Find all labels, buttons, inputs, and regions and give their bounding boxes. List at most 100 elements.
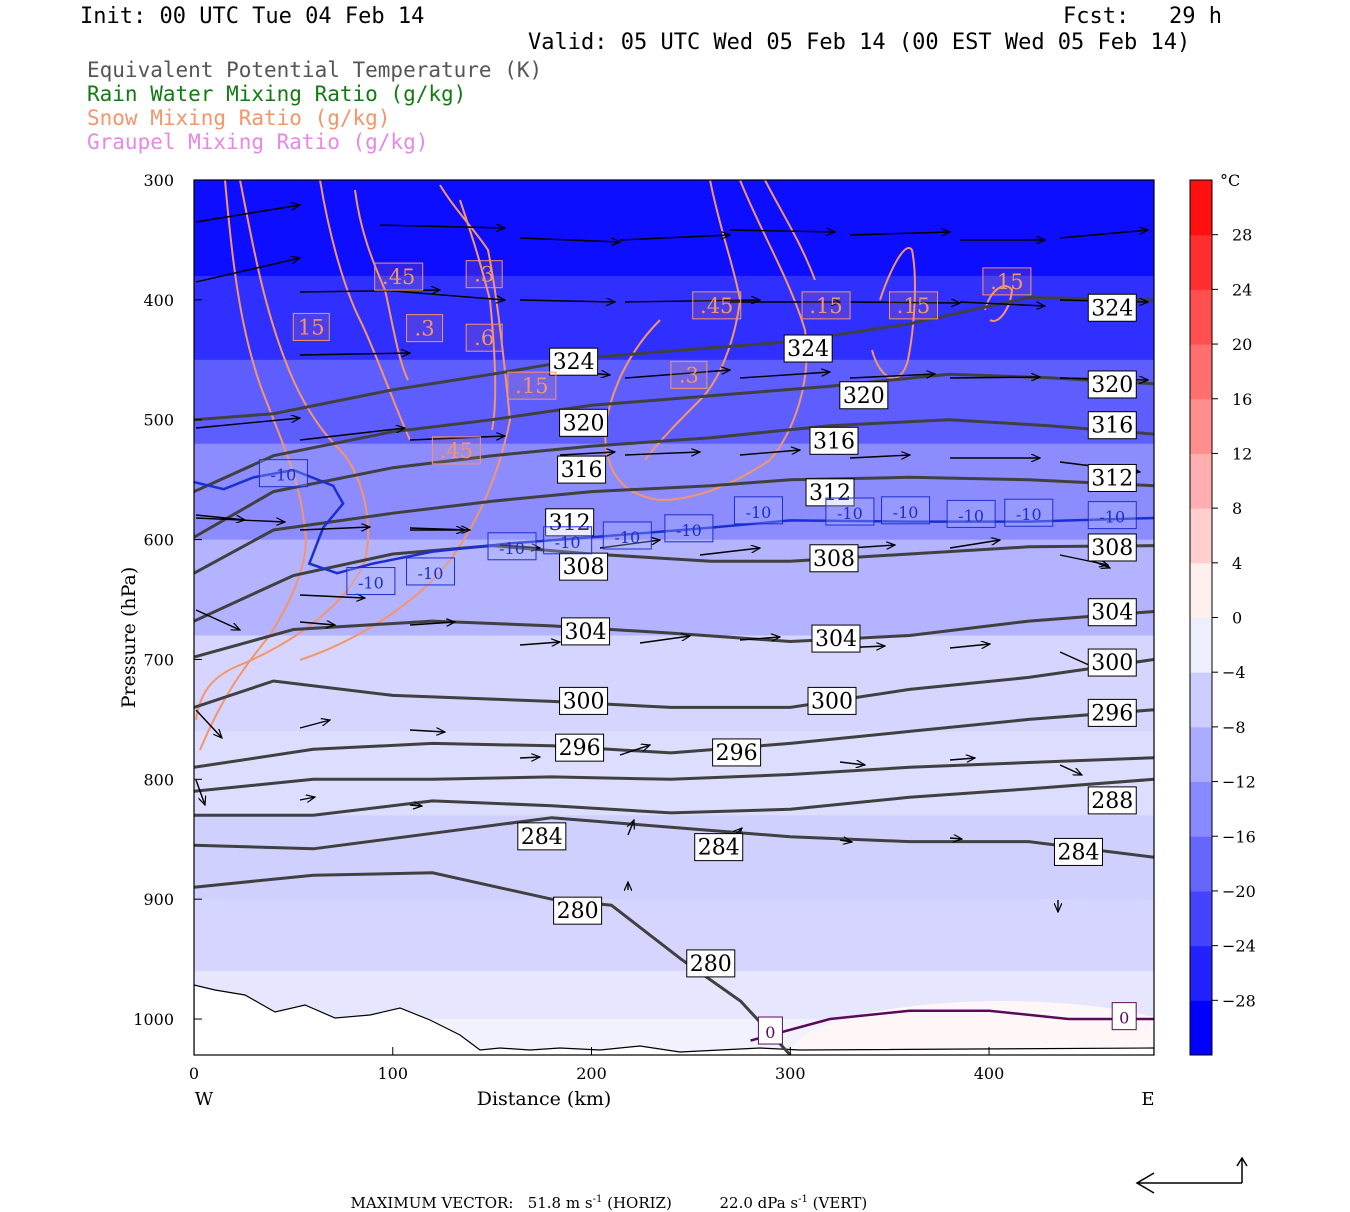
svg-text:.15: .15 — [515, 374, 548, 398]
theta-e-label: 324 — [783, 334, 833, 363]
colorbar-segment — [1190, 344, 1212, 400]
svg-text:308: 308 — [813, 547, 855, 572]
temperature-band — [194, 635, 1154, 733]
snow-mixing-ratio-label: .45 — [692, 291, 742, 320]
temperature-band — [194, 539, 1154, 637]
colorbar-segment — [1190, 781, 1212, 837]
temperature-band — [194, 899, 1154, 973]
isotherm-label: -10 — [406, 557, 456, 586]
snow-mixing-ratio-label: .15 — [507, 371, 557, 400]
svg-text:304: 304 — [565, 620, 607, 645]
isotherm-label: -10 — [258, 459, 308, 488]
colorbar-tick-label: 16 — [1232, 390, 1252, 409]
isotherm-label: -10 — [487, 532, 537, 561]
colorbar-tick-label: 20 — [1232, 335, 1252, 354]
wind-vector — [849, 374, 935, 379]
snow-mixing-ratio-contour — [299, 184, 512, 661]
wind-vector — [409, 805, 422, 806]
wind-vector — [409, 730, 445, 732]
theta-e-label: 296 — [555, 733, 605, 762]
wind-vector — [409, 436, 505, 441]
snow-mixing-ratio-label: .45 — [431, 436, 481, 465]
wind-vector — [619, 745, 650, 756]
forecast-hour: Fcst: 29 h — [1063, 4, 1222, 29]
colorbar-segment — [1190, 562, 1212, 618]
svg-text:-10: -10 — [1099, 508, 1125, 527]
snow-mixing-ratio-contour — [195, 180, 370, 721]
colorbar-segment — [1190, 1000, 1212, 1056]
svg-text:300: 300 — [811, 689, 853, 714]
svg-text:324: 324 — [1091, 296, 1133, 321]
svg-text:.45: .45 — [700, 294, 733, 318]
isotherm-label: -10 — [664, 514, 714, 543]
west-label: W — [195, 1089, 214, 1110]
theta-e-contour-312 — [194, 475, 1154, 575]
wind-vector — [739, 450, 800, 456]
y-tick-label: 900 — [143, 890, 174, 909]
svg-text:.45: .45 — [382, 265, 415, 289]
svg-text:.45: .45 — [440, 439, 473, 463]
wind-vector — [559, 452, 615, 455]
max-vector-note: MAXIMUM VECTOR: 51.8 m s-1 (HORIZ) 22.0 … — [350, 1194, 868, 1212]
wind-vector — [519, 237, 620, 242]
svg-text:-10: -10 — [746, 503, 772, 522]
max-vector-label: MAXIMUM VECTOR: — [350, 1194, 514, 1212]
wind-vector — [409, 528, 470, 530]
theta-e-label: 316 — [809, 426, 859, 455]
x-axis-title: Distance (km) — [477, 1088, 612, 1110]
wind-vector — [299, 353, 410, 355]
svg-text:-10: -10 — [837, 504, 863, 523]
svg-text:308: 308 — [1091, 536, 1133, 561]
isotherm-label: 0 — [1111, 1002, 1137, 1031]
theta-e-contour-296 — [194, 708, 1154, 769]
wind-vector — [949, 838, 962, 839]
theta-e-label: 316 — [1087, 411, 1137, 440]
svg-text:284: 284 — [1057, 840, 1099, 865]
temperature-band — [194, 180, 1154, 277]
wind-vector — [195, 709, 222, 738]
colorbar-tick-label: 4 — [1232, 554, 1242, 573]
svg-text:316: 316 — [1091, 414, 1133, 439]
isotherm-label: -10 — [946, 499, 996, 528]
theta-e-label: 296 — [1087, 698, 1137, 727]
theta-e-label: 300 — [559, 686, 609, 715]
colorbar-tick-label: 12 — [1232, 444, 1252, 463]
svg-text:304: 304 — [815, 627, 857, 652]
x-tick-label: 0 — [189, 1064, 199, 1083]
colorbar-segment — [1190, 945, 1212, 1001]
y-tick-label: 500 — [143, 411, 174, 430]
svg-text:320: 320 — [1091, 373, 1133, 398]
snow-mixing-ratio-label: .15 — [801, 291, 851, 320]
svg-text:-10: -10 — [358, 574, 384, 593]
theta-e-label: 312 — [1087, 463, 1137, 492]
wind-vector — [499, 545, 540, 548]
svg-text:-10: -10 — [555, 533, 581, 552]
theta-e-label: 304 — [561, 617, 611, 646]
max-vector-vert: 22.0 dPa s — [719, 1194, 799, 1212]
svg-text:0: 0 — [1119, 1009, 1129, 1028]
x-tick-label: 100 — [377, 1064, 408, 1083]
wind-vector — [195, 779, 205, 805]
east-label: E — [1141, 1089, 1154, 1110]
isotherm-minus10 — [194, 468, 1154, 575]
terrain — [194, 984, 1154, 1055]
snow-mixing-ratio-contour — [199, 180, 307, 751]
svg-text:-10: -10 — [958, 506, 984, 525]
svg-text:312: 312 — [1091, 466, 1133, 491]
snow-mixing-ratio-contour — [764, 180, 816, 281]
svg-text:-10: -10 — [499, 539, 525, 558]
wind-vector — [519, 642, 560, 645]
svg-text:308: 308 — [563, 555, 605, 580]
theta-e-contour-304 — [194, 610, 1154, 659]
colorbar-tick-label: −28 — [1222, 991, 1256, 1010]
theta-e-contour-288 — [194, 777, 1154, 817]
y-tick-label: 600 — [143, 531, 174, 550]
theta-e-label: 308 — [809, 544, 859, 573]
colorbar-tick-label: 8 — [1232, 499, 1242, 518]
theta-e-label: 296 — [712, 738, 762, 767]
colorbar-segment — [1190, 617, 1212, 673]
theta-e-contour-316 — [194, 418, 1154, 539]
svg-text:.15: .15 — [897, 294, 930, 318]
x-tick-label: 400 — [974, 1064, 1005, 1083]
plot-frame — [193, 179, 1155, 1056]
